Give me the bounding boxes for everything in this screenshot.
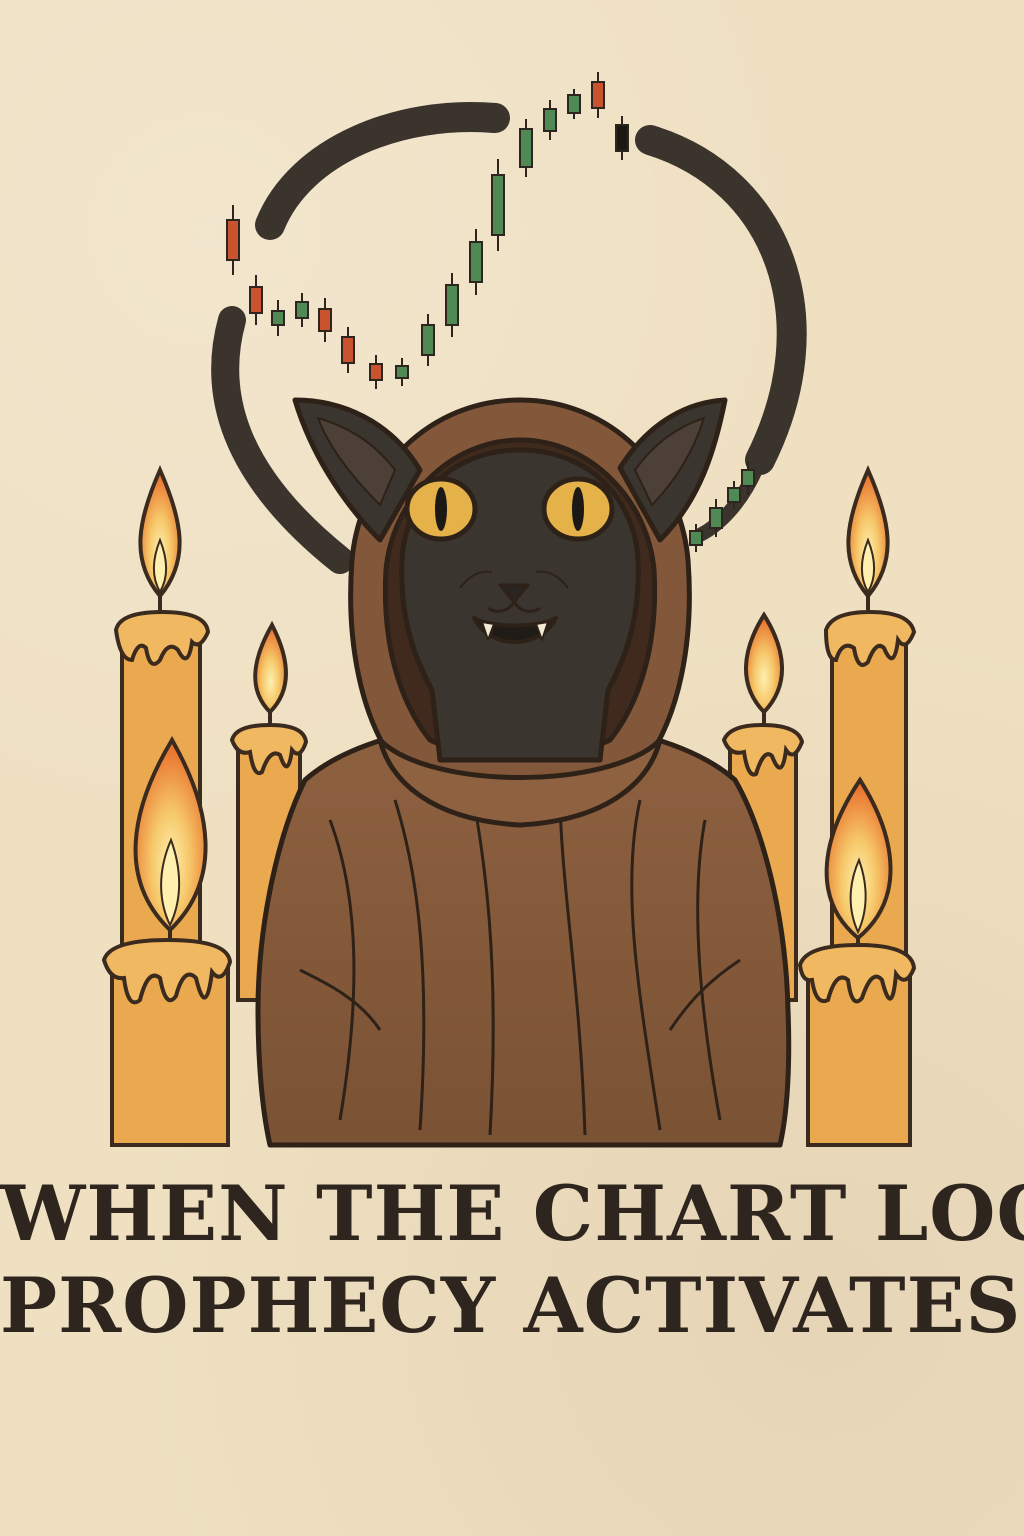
chart-candle-body bbox=[446, 285, 458, 325]
chart-candle-body bbox=[710, 508, 722, 528]
chart-candle-body bbox=[690, 531, 702, 545]
chart-candle-body bbox=[568, 95, 580, 113]
chart-candle-body bbox=[728, 488, 740, 502]
chart-candle-body bbox=[296, 302, 308, 318]
chart-candle-body bbox=[342, 337, 354, 363]
chart-candle-body bbox=[742, 470, 754, 486]
chart-candle-body bbox=[319, 309, 331, 331]
chart-candle-body bbox=[592, 82, 604, 108]
chart-candle-body bbox=[520, 129, 532, 167]
caption: WHEN THE CHART LOOPS, PROPHECY ACTIVATES… bbox=[0, 1168, 1024, 1352]
chart-candle-body bbox=[227, 220, 239, 260]
caption-line-1: WHEN THE CHART LOOPS, bbox=[0, 1168, 1024, 1260]
chart-candle-body bbox=[396, 366, 408, 378]
chart-candle-body bbox=[370, 364, 382, 380]
chart-candle-body bbox=[272, 311, 284, 325]
chart-candle-body bbox=[470, 242, 482, 282]
chart-candle-body bbox=[422, 325, 434, 355]
caption-line-2: PROPHECY ACTIVATES. bbox=[0, 1260, 1024, 1352]
chart-candle-body bbox=[492, 175, 504, 235]
chart-candle-body bbox=[250, 287, 262, 313]
chart-candle-body bbox=[616, 125, 628, 151]
chart-candle-body bbox=[544, 109, 556, 131]
